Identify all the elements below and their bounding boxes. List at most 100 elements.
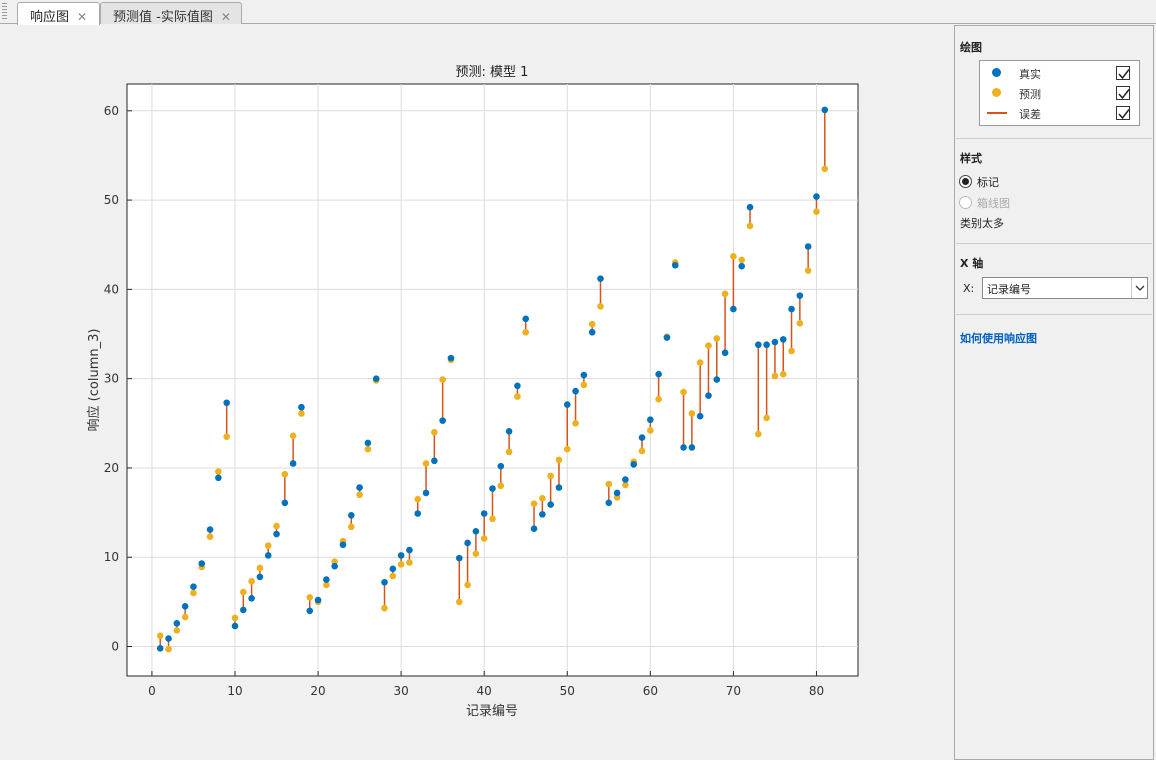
true-point[interactable] — [804, 243, 812, 250]
true-point[interactable] — [505, 428, 513, 435]
predicted-point[interactable] — [738, 256, 746, 264]
predicted-point[interactable] — [588, 320, 596, 328]
true-point[interactable] — [555, 484, 563, 491]
true-point[interactable] — [306, 607, 314, 615]
true-point[interactable] — [472, 528, 480, 535]
predicted-point[interactable] — [206, 533, 214, 541]
true-point[interactable] — [464, 539, 471, 547]
true-point[interactable] — [231, 622, 239, 630]
predicted-point[interactable] — [389, 572, 397, 580]
true-point[interactable] — [215, 474, 222, 482]
predicted-point[interactable] — [771, 372, 779, 380]
predicted-point[interactable] — [505, 448, 513, 456]
response-chart[interactable]: 0 10 20 30 40 50 60 70 80 0 10 20 30 40 50 60 预测: 模型 1… — [0, 25, 953, 760]
true-point[interactable] — [572, 387, 579, 395]
true-point[interactable] — [796, 292, 804, 299]
true-point[interactable] — [289, 460, 297, 467]
predicted-point[interactable] — [289, 432, 297, 440]
predicted-point[interactable] — [223, 433, 230, 440]
marker-radio[interactable] — [959, 175, 972, 188]
predicted-point[interactable] — [414, 495, 422, 503]
predicted-point[interactable] — [647, 427, 654, 434]
predicted-point[interactable] — [597, 303, 604, 310]
predicted-point[interactable] — [439, 376, 446, 383]
true-point[interactable] — [389, 565, 397, 573]
predicted-point[interactable] — [422, 460, 430, 467]
true-point[interactable] — [323, 576, 330, 583]
true-point[interactable] — [439, 417, 446, 424]
true-point[interactable] — [347, 511, 355, 519]
chevron-down-icon[interactable] — [1131, 278, 1147, 298]
predicted-point[interactable] — [181, 613, 189, 621]
predicted-point[interactable] — [256, 564, 264, 572]
true-point[interactable] — [721, 349, 729, 357]
legend-item-error[interactable]: 误差 — [980, 103, 1141, 123]
true-point[interactable] — [173, 620, 181, 627]
predicted-point[interactable] — [705, 342, 712, 349]
true-point[interactable] — [530, 525, 538, 532]
predicted-point[interactable] — [555, 456, 563, 464]
show-error-checkbox[interactable] — [1116, 106, 1130, 120]
predicted-point[interactable] — [165, 645, 172, 653]
show-pred-checkbox[interactable] — [1116, 86, 1130, 100]
true-point[interactable] — [156, 645, 164, 652]
predicted-point[interactable] — [804, 267, 812, 274]
predicted-point[interactable] — [638, 447, 646, 455]
predicted-point[interactable] — [455, 598, 463, 606]
predicted-point[interactable] — [264, 542, 272, 549]
true-point[interactable] — [273, 530, 280, 538]
true-point[interactable] — [539, 511, 546, 518]
predicted-point[interactable] — [281, 470, 289, 478]
true-point[interactable] — [397, 552, 405, 559]
true-point[interactable] — [331, 562, 338, 570]
true-point[interactable] — [431, 457, 438, 465]
predicted-point[interactable] — [306, 594, 314, 601]
predicted-point[interactable] — [779, 370, 787, 378]
predicted-point[interactable] — [522, 328, 530, 336]
predicted-point[interactable] — [622, 481, 629, 489]
true-point[interactable] — [447, 354, 455, 362]
predicted-point[interactable] — [480, 535, 488, 542]
show-true-checkbox[interactable] — [1116, 66, 1130, 80]
true-point[interactable] — [613, 489, 621, 497]
true-point[interactable] — [422, 489, 430, 497]
predicted-point[interactable] — [231, 614, 239, 622]
true-point[interactable] — [580, 371, 588, 379]
true-point[interactable] — [497, 462, 505, 470]
true-point[interactable] — [821, 106, 829, 114]
close-icon[interactable]: ✕ — [77, 10, 88, 24]
tab-grip[interactable] — [2, 3, 7, 21]
predicted-point[interactable] — [364, 445, 372, 453]
predicted-point[interactable] — [655, 395, 662, 403]
true-point[interactable] — [680, 444, 687, 451]
predicted-point[interactable] — [796, 320, 804, 327]
true-point[interactable] — [588, 328, 596, 336]
predicted-point[interactable] — [730, 253, 737, 260]
true-point[interactable] — [514, 382, 521, 390]
close-icon[interactable]: ✕ — [220, 10, 231, 24]
predicted-point[interactable] — [763, 414, 770, 422]
true-point[interactable] — [264, 552, 272, 559]
true-point[interactable] — [314, 596, 322, 604]
true-point[interactable] — [696, 412, 704, 420]
true-point[interactable] — [730, 305, 737, 313]
true-point[interactable] — [597, 275, 604, 282]
predicted-point[interactable] — [472, 550, 480, 557]
predicted-point[interactable] — [572, 420, 579, 427]
true-point[interactable] — [372, 375, 380, 382]
true-point[interactable] — [239, 606, 247, 614]
true-point[interactable] — [738, 262, 746, 270]
true-point[interactable] — [688, 444, 696, 451]
legend-item-true[interactable]: 真实 — [980, 63, 1141, 83]
tab-predicted-vs-actual[interactable]: 预测值 -实际值图 ✕ — [100, 2, 242, 25]
true-point[interactable] — [638, 434, 646, 441]
true-point[interactable] — [655, 370, 662, 378]
true-point[interactable] — [489, 485, 496, 492]
predicted-point[interactable] — [514, 393, 521, 400]
true-point[interactable] — [563, 401, 571, 408]
true-point[interactable] — [281, 499, 289, 507]
x-axis-select[interactable]: 记录编号 — [982, 277, 1148, 299]
predicted-point[interactable] — [755, 430, 762, 438]
predicted-point[interactable] — [381, 604, 388, 612]
true-point[interactable] — [165, 635, 172, 642]
